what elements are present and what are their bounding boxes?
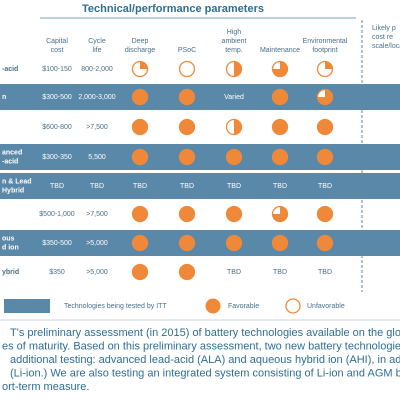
rating-icon: [131, 234, 149, 252]
rating-icon: [131, 263, 149, 281]
rating-fill: [317, 89, 333, 105]
rating-icon: [178, 234, 196, 252]
row-label: Hybrid: [2, 187, 24, 194]
cell-text: TBD: [50, 183, 64, 190]
column-header: ambient: [222, 38, 247, 45]
row-band: [0, 173, 400, 199]
rating-fill: [140, 61, 148, 69]
column-header: cost: [51, 47, 64, 54]
column-header: Environmental: [303, 38, 348, 45]
row-label: anced: [2, 149, 22, 156]
cell-text: TBD: [180, 183, 194, 190]
cell-text: $300-500: [42, 94, 72, 101]
rating-fill: [325, 61, 333, 69]
paragraph-line: ort-term measure.: [2, 381, 89, 393]
column-header: Cycle: [88, 38, 106, 45]
rating-fill: [272, 206, 288, 222]
rating-icon: [178, 263, 196, 281]
rating-icon: [178, 88, 196, 106]
rating-icon: [131, 118, 149, 136]
legend-icon: [285, 298, 301, 314]
cell-text: TBD: [90, 183, 104, 190]
cell-text: TBD: [227, 183, 241, 190]
rating-icon: [178, 205, 196, 223]
rating-icon: [316, 234, 334, 252]
paragraph-line: (Li-ion.) We are also testing an integra…: [10, 367, 400, 379]
row-label: ous: [2, 235, 15, 242]
cell-text: $300-350: [42, 154, 72, 161]
cell-text: >7,500: [86, 211, 108, 218]
rating-icon: [316, 118, 334, 136]
row-label: n & Lead: [2, 178, 32, 185]
cell-text: TBD: [273, 269, 287, 276]
cell-text: >5,000: [86, 269, 108, 276]
cell-text: $100-150: [42, 66, 72, 73]
rating-icon: [271, 234, 289, 252]
rating-icon: [178, 60, 196, 78]
rating-icon: [271, 148, 289, 166]
cell-text: TBD: [133, 183, 147, 190]
rating-icon: [316, 205, 334, 223]
column-header: temp.: [225, 47, 243, 54]
cell-text: >5,000: [86, 240, 108, 247]
column-header: scale/local: [372, 43, 400, 50]
rating-fill: [234, 61, 242, 77]
column-header: High: [227, 29, 242, 36]
cell-text: 800-2,000: [81, 66, 113, 73]
cell-text: 2,000-3,000: [78, 94, 115, 101]
rating-icon: [178, 118, 196, 136]
row-label: d ion: [2, 244, 19, 251]
column-header: life: [93, 47, 102, 54]
row-label: -acid: [2, 66, 18, 73]
cell-text: TBD: [227, 269, 241, 276]
rating-icon: [178, 148, 196, 166]
column-header: Capital: [46, 38, 68, 45]
column-header: discharge: [125, 47, 155, 54]
legend-label: Favorable: [228, 303, 259, 310]
cell-text: >7,500: [86, 124, 108, 131]
row-band: [0, 84, 400, 110]
row-band: [0, 144, 400, 170]
cell-text: $350-500: [42, 240, 72, 247]
rating-icon: [225, 234, 243, 252]
rating-icon: [271, 88, 289, 106]
column-header: cost re: [372, 34, 393, 41]
legend-icon: [205, 298, 221, 314]
column-header: Maintenance: [260, 47, 300, 54]
rating-icon: [225, 148, 243, 166]
rating-icon: [131, 205, 149, 223]
cell-text: TBD: [318, 269, 332, 276]
legend-label: Technologies being tested by ITT: [64, 303, 167, 310]
row-label: ybrid: [2, 269, 19, 276]
column-header: Likely p: [372, 25, 396, 32]
legend-label: Unfavorable: [307, 303, 345, 310]
rating-icon: [131, 148, 149, 166]
column-header: footprint: [312, 47, 337, 54]
rating-fill: [272, 61, 288, 77]
rating-icon: [271, 118, 289, 136]
column-header: PSoC: [178, 47, 196, 54]
rating-icon: [225, 205, 243, 223]
cell-text: $500-1,000: [39, 211, 75, 218]
rating-fill: [234, 119, 242, 135]
rating-icon: [131, 88, 149, 106]
header-title: Technical/performance parameters: [82, 3, 264, 15]
cell-text: $600-800: [42, 124, 72, 131]
column-header: Deep: [132, 38, 149, 45]
paragraph-line: additional testing: advanced lead-acid (…: [10, 354, 400, 366]
cell-text: TBD: [318, 183, 332, 190]
row-label: n: [2, 94, 6, 101]
cell-text: TBD: [273, 183, 287, 190]
cell-text: 5,500: [88, 154, 106, 161]
rating-icon: [316, 148, 334, 166]
row-band: [0, 230, 400, 256]
paragraph-line: T's preliminary assessment (in 2015) of …: [10, 327, 400, 339]
row-label: -acid: [2, 158, 18, 165]
cell-text: Varied: [224, 94, 244, 101]
legend-swatch: [4, 299, 50, 313]
cell-text: $350: [49, 269, 65, 276]
paragraph-line: es of maturity. Based on this preliminar…: [2, 340, 400, 352]
